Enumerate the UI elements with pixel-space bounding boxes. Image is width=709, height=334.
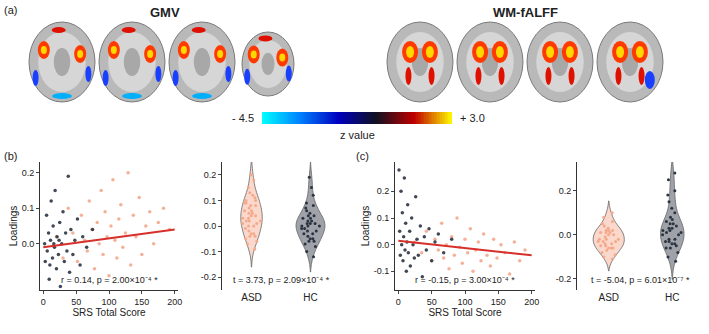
svg-text:150: 150 (134, 297, 149, 307)
svg-text:GMV: GMV (150, 5, 180, 20)
svg-text:HC: HC (665, 292, 679, 303)
svg-text:(a): (a) (4, 4, 17, 16)
svg-text:z value: z value (340, 129, 375, 141)
svg-text:(b): (b) (4, 150, 17, 162)
svg-text:t = -5.04, p = 6.01×10⁻⁷ *: t = -5.04, p = 6.01×10⁻⁷ * (591, 275, 690, 285)
svg-text:0.1: 0.1 (204, 196, 217, 206)
svg-text:r = 0.14, p = 2.00×10⁻⁴ *: r = 0.14, p = 2.00×10⁻⁴ * (61, 275, 158, 285)
svg-text:0: 0 (41, 297, 46, 307)
svg-text:Loadings: Loadings (8, 206, 19, 247)
svg-text:0.0: 0.0 (22, 239, 35, 249)
svg-text:0.0: 0.0 (377, 240, 390, 250)
svg-text:(c): (c) (356, 150, 369, 162)
svg-text:Loadings: Loadings (360, 206, 371, 247)
svg-text:-0.1: -0.1 (374, 266, 390, 276)
svg-text:ASD: ASD (241, 292, 262, 303)
svg-text:0.2: 0.2 (204, 170, 217, 180)
svg-text:-0.1: -0.1 (201, 247, 217, 257)
svg-text:150: 150 (491, 297, 506, 307)
svg-text:200: 200 (524, 297, 539, 307)
svg-text:50: 50 (427, 297, 437, 307)
svg-text:0.2: 0.2 (559, 186, 572, 196)
svg-text:-0.2: -0.2 (201, 272, 217, 282)
svg-text:0.0: 0.0 (204, 221, 217, 231)
svg-text:100: 100 (457, 297, 472, 307)
svg-text:0.1: 0.1 (22, 203, 35, 213)
svg-text:SRS Total Score: SRS Total Score (72, 307, 146, 318)
svg-text:- 4.5: - 4.5 (232, 112, 254, 124)
svg-text:0: 0 (396, 297, 401, 307)
svg-text:0.2: 0.2 (377, 186, 390, 196)
svg-text:+ 3.0: + 3.0 (460, 112, 485, 124)
svg-text:t = 3.73, p = 2.09×10⁻⁴ *: t = 3.73, p = 2.09×10⁻⁴ * (233, 275, 330, 285)
svg-text:200: 200 (167, 297, 182, 307)
svg-text:WM-fALFF: WM-fALFF (493, 5, 558, 20)
svg-text:0.0: 0.0 (559, 230, 572, 240)
svg-text:SRS Total Score: SRS Total Score (428, 307, 502, 318)
svg-text:50: 50 (71, 297, 81, 307)
svg-text:-0.2: -0.2 (556, 274, 572, 284)
svg-text:0.2: 0.2 (22, 168, 35, 178)
svg-text:0.1: 0.1 (377, 213, 390, 223)
svg-text:ASD: ASD (598, 292, 619, 303)
svg-text:HC: HC (303, 292, 317, 303)
svg-text:100: 100 (101, 297, 116, 307)
svg-text:r = -0.15, p = 3.00×10⁻⁴ *: r = -0.15, p = 3.00×10⁻⁴ * (415, 275, 515, 285)
